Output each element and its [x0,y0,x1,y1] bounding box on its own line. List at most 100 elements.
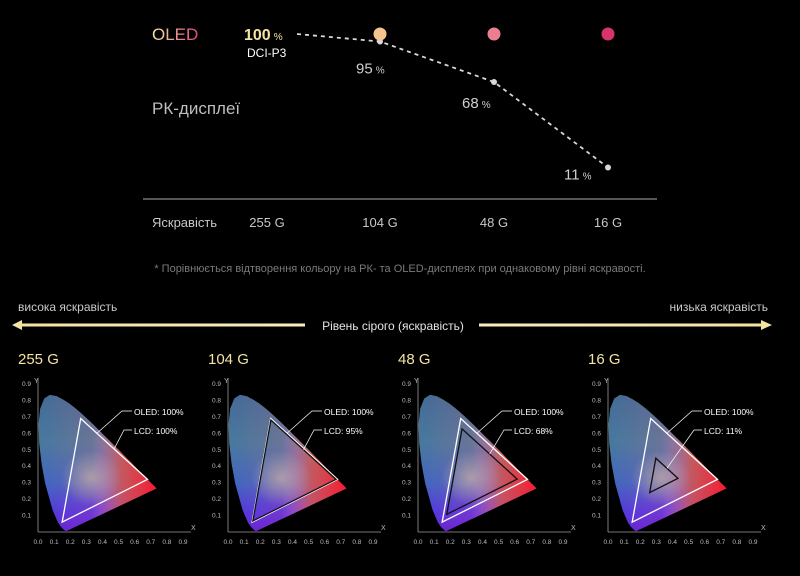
gamut-x-tick: 0.4 [668,539,677,546]
gamut-y-tick: 0.7 [592,414,601,421]
gamut-x-tick: 0.0 [223,539,232,546]
gamut-x-tick: 0.9 [368,539,377,546]
oled-gamut-label: OLED: 100% [514,407,564,417]
lcd-gamut-triangle [445,427,519,516]
gamut-x-axis-label: X [761,525,766,532]
oled-start-value: 100% [244,27,283,44]
gamut-y-tick: 0.9 [592,381,601,388]
gamut-diagram: 255 G Y X 0.0 0.1 0.2 0.3 0.4 0.5 0.6 0.7 0.8 0.9 0.1… [18,351,196,546]
lcd-point [605,164,611,171]
gamut-y-tick: 0.9 [402,381,411,388]
gamut-x-tick: 0.6 [320,539,329,546]
gamut-x-tick: 0.3 [652,539,661,546]
gamut-title: 255 G [18,351,59,368]
gamut-x-tick: 0.9 [748,539,757,546]
gamut-x-tick: 0.0 [33,539,42,546]
gamut-x-tick: 0.3 [272,539,281,546]
gamut-y-tick: 0.4 [22,463,31,470]
gamut-y-tick: 0.2 [212,496,221,503]
left-arrow-head [12,320,22,330]
high-brightness-label: висока яскравість [18,300,117,314]
gamut-x-tick: 0.1 [240,539,249,546]
gamut-x-tick: 0.1 [50,539,59,546]
gamut-y-tick: 0.8 [212,397,221,404]
gamut-y-tick: 0.8 [402,397,411,404]
oled-series-label: OLED [152,25,198,44]
x-axis-title: Яскравість [152,215,217,230]
lcd-series-line [296,33,609,169]
gamut-x-tick: 0.5 [494,539,503,546]
gamut-x-tick: 0.8 [542,539,551,546]
gamut-x-tick: 0.4 [98,539,107,546]
oled-point [487,27,501,41]
gamut-diagram: 104 G Y X 0.0 0.1 0.2 0.3 0.4 0.5 0.6 0.7 0.8 0.9 0.1… [208,351,386,546]
oled-gamut-label: OLED: 100% [324,407,374,417]
gamut-x-tick: 0.4 [478,539,487,546]
gamut-y-tick: 0.9 [212,381,221,388]
gamut-y-tick: 0.6 [592,430,601,437]
gamut-x-tick: 0.6 [510,539,519,546]
gamut-x-tick: 0.8 [352,539,361,546]
gamut-y-tick: 0.1 [22,513,31,520]
gamut-x-tick: 0.3 [462,539,471,546]
lcd-leader-line [113,429,132,450]
x-tick-label: 16 G [594,215,622,230]
gamut-x-axis-label: X [381,525,386,532]
lcd-leader-line [303,429,322,450]
gamut-x-tick: 0.3 [82,539,91,546]
gamut-x-tick: 0.4 [288,539,297,546]
gamut-x-tick: 0.6 [700,539,709,546]
gamut-y-tick: 0.5 [212,447,221,454]
gamut-y-tick: 0.7 [402,414,411,421]
gamut-y-tick: 0.6 [22,430,31,437]
gray-level-label: Рівень сірого (яскравість) [322,319,464,333]
low-brightness-label: низька яскравість [670,300,769,314]
gray-scale-bar: висока яскравість низька яскравість Ріве… [12,300,772,333]
white-glow [631,449,692,506]
gamut-y-tick: 0.1 [592,513,601,520]
footnote: * Порівнюється відтворення кольору на РК… [154,263,645,275]
gamut-x-tick: 0.7 [336,539,345,546]
gamut-y-tick: 0.3 [212,480,221,487]
gamut-x-axis-label: X [571,525,576,532]
gamut-y-tick: 0.5 [22,447,31,454]
gamut-y-tick: 0.3 [592,480,601,487]
gamut-x-tick: 0.0 [413,539,422,546]
x-tick-label: 104 G [362,215,397,230]
gamut-x-tick: 0.1 [430,539,439,546]
gamut-y-tick: 0.2 [592,496,601,503]
gamut-y-axis-label: Y [224,378,229,385]
gamut-y-tick: 0.4 [402,463,411,470]
oled-leader-line [286,410,322,434]
x-tick-label: 48 G [480,215,508,230]
gamut-x-tick: 0.5 [114,539,123,546]
oled-point [601,27,615,41]
gamut-y-tick: 0.1 [212,513,221,520]
oled-gamut-triangle [631,417,719,524]
gamut-title: 16 G [588,351,621,368]
oled-leader-line [666,410,702,434]
gamut-x-tick: 0.1 [620,539,629,546]
gamut-x-tick: 0.2 [256,539,265,546]
oled-point [373,27,387,41]
oled-gamut-label: OLED: 100% [704,407,754,417]
gamut-y-tick: 0.4 [212,463,221,470]
gamut-y-tick: 0.5 [402,447,411,454]
gamut-y-tick: 0.8 [592,397,601,404]
lcd-value-label: 11% [564,167,592,184]
lcd-series-label: РК-дисплеї [152,99,240,118]
gamut-x-tick: 0.7 [526,539,535,546]
gamut-x-axis-label: X [191,525,196,532]
gamut-y-tick: 0.3 [402,480,411,487]
gamut-x-tick: 0.7 [146,539,155,546]
gamut-x-tick: 0.9 [558,539,567,546]
gamut-y-tick: 0.2 [22,496,31,503]
gamut-x-tick: 0.7 [716,539,725,546]
oled-leader-line [476,410,512,434]
gamut-y-tick: 0.6 [212,430,221,437]
gamut-y-tick: 0.4 [592,463,601,470]
lcd-gamut-label: LCD: 100% [134,426,178,436]
lcd-leader-line [489,429,512,455]
oled-leader-line [96,410,132,434]
